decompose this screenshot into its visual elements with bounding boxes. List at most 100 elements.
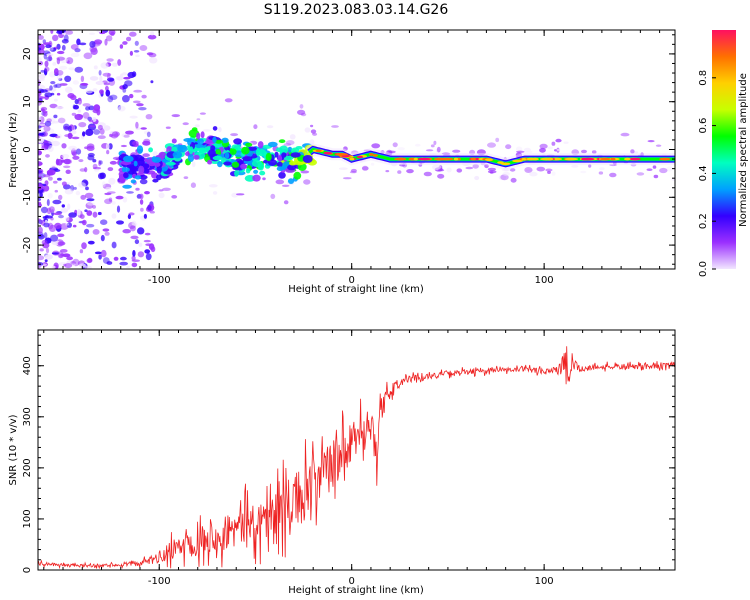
noise-blob (108, 177, 116, 185)
spectral-blob (620, 132, 630, 137)
noise-blob (38, 197, 42, 202)
spectral-blob (223, 161, 232, 166)
spectral-blob (177, 144, 188, 153)
noise-blob (78, 159, 84, 163)
spectral-blob (229, 148, 237, 155)
spectral-blob (350, 168, 357, 173)
spectral-blob (300, 170, 310, 174)
noise-blob (118, 105, 126, 112)
noise-blob (74, 66, 84, 73)
noise-blob (75, 148, 82, 155)
noise-blob (144, 232, 151, 236)
y-tick-label: 20 (22, 48, 33, 61)
spectral-blob (257, 162, 264, 171)
spectral-blob (581, 149, 587, 154)
noise-blob (56, 92, 61, 96)
band-peak (453, 157, 459, 161)
spectral-blob (231, 161, 240, 168)
band-peak (394, 157, 407, 161)
noise-blob (38, 183, 44, 191)
noise-blob (38, 132, 45, 136)
spectral-blob (208, 184, 218, 188)
spectral-blob (217, 161, 223, 168)
spectral-blob (132, 140, 139, 146)
band-peak (546, 157, 554, 161)
spectral-blob (218, 126, 222, 133)
spectral-blob (646, 168, 653, 171)
noise-blob (44, 92, 53, 98)
spectral-blob (276, 161, 283, 167)
spectral-blob (245, 142, 253, 147)
spectral-blob (152, 178, 159, 183)
spectral-blob (84, 146, 89, 149)
spectral-blob (152, 156, 162, 163)
noise-blob (38, 123, 46, 127)
snr-y-axis-label: SNR (10 * v/v) (8, 414, 19, 485)
band-peak (512, 159, 523, 163)
noise-blob (50, 30, 54, 34)
noise-blob (102, 228, 110, 232)
noise-blob (93, 129, 101, 135)
noise-blob (58, 214, 64, 219)
noise-blob (134, 40, 139, 46)
noise-blob (53, 114, 58, 119)
spectral-blob (487, 142, 496, 148)
spectral-blob (278, 171, 286, 179)
spectral-blob (510, 177, 517, 183)
noise-blob (120, 256, 127, 261)
noise-blob (79, 214, 85, 220)
spectrogram-marks (38, 30, 675, 269)
noise-blob (113, 256, 119, 261)
noise-blob (131, 71, 137, 78)
noise-blob (63, 34, 69, 42)
spectrogram-y-axis-label: Frequency (Hz) (8, 112, 19, 188)
spectral-blob (139, 193, 144, 200)
spectral-blob (165, 161, 176, 166)
noise-blob (45, 44, 52, 49)
noise-blob (58, 266, 63, 269)
spectral-blob (554, 149, 558, 152)
spectral-blob (392, 142, 398, 148)
noise-blob (38, 73, 46, 80)
noise-blob (140, 127, 147, 130)
noise-blob (135, 121, 139, 129)
noise-blob (38, 234, 45, 240)
noise-blob (38, 170, 43, 174)
noise-blob (68, 67, 75, 71)
spectral-blob (547, 170, 551, 174)
noise-blob (98, 70, 102, 76)
band-peak (526, 157, 536, 161)
spectral-blob (495, 137, 500, 143)
x-tick-label: 0 (349, 275, 355, 286)
spectral-blob (290, 152, 301, 158)
spectral-blob (289, 134, 296, 140)
spectral-blob (278, 139, 286, 144)
noise-blob (72, 80, 80, 85)
noise-blob (86, 145, 95, 151)
noise-blob (58, 194, 63, 200)
noise-blob (68, 212, 77, 218)
spectral-blob (71, 125, 75, 130)
noise-blob (111, 241, 117, 249)
noise-blob (112, 62, 118, 67)
colorbar: 0.0 0.2 0.4 0.6 0.8 Normalized spectral ampl… (698, 30, 749, 277)
spectral-blob (361, 165, 369, 171)
noise-blob (109, 94, 118, 101)
spectral-blob (598, 171, 604, 175)
noise-blob (39, 248, 44, 252)
noise-blob (129, 93, 134, 99)
y-tick-label: 100 (22, 509, 33, 528)
noise-blob (86, 210, 93, 216)
noise-blob (50, 165, 57, 169)
noise-blob (86, 223, 95, 228)
spectral-blob (123, 172, 129, 179)
noise-blob (111, 213, 117, 219)
noise-blob (87, 155, 95, 161)
noise-blob (40, 206, 49, 214)
snr-x-axis-label: Height of straight line (km) (288, 585, 424, 596)
spectral-blob (423, 171, 432, 177)
spectral-blob (303, 179, 311, 185)
noise-blob (106, 150, 110, 155)
